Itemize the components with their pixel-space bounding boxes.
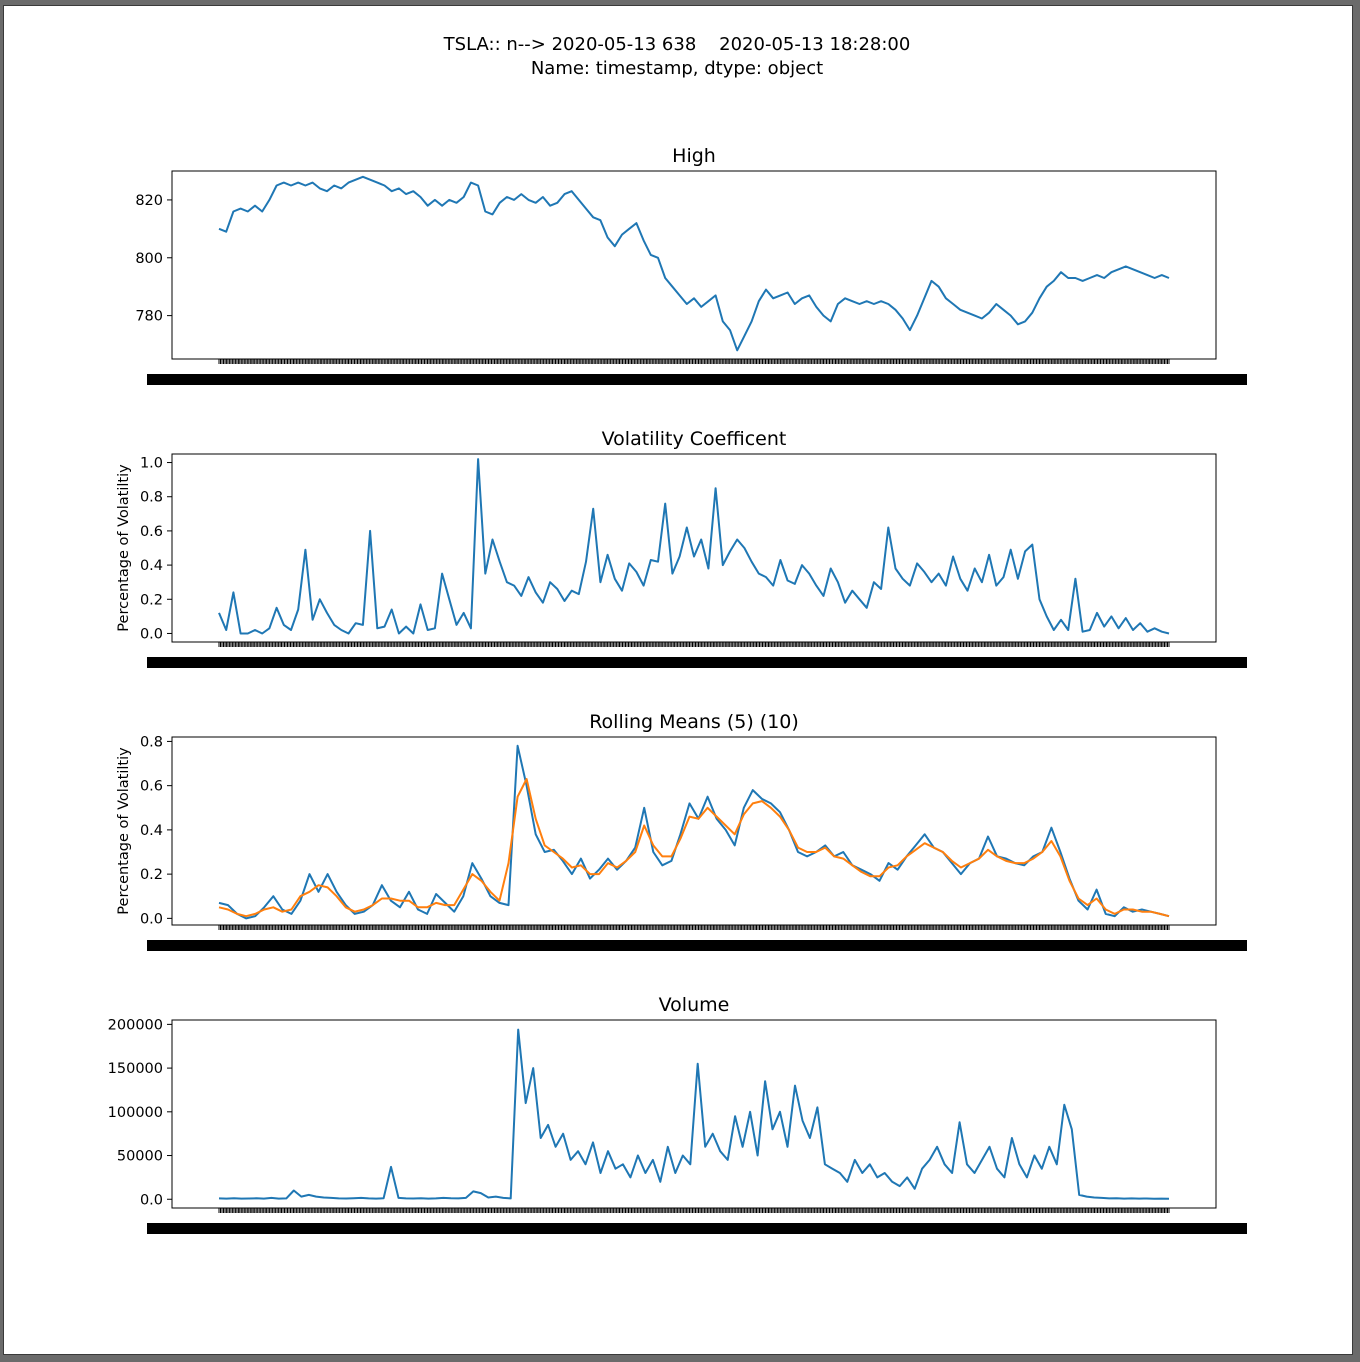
x-tick-marks	[218, 925, 1170, 930]
x-tick-labels-overlapping	[147, 657, 1247, 668]
subplot-title: Volume	[659, 994, 730, 1016]
series-line-1	[218, 175, 1170, 352]
y-tick-label: 200000	[108, 1017, 163, 1033]
subplots: High 780 800 820 Volatility Coefficent 0.0 0.2…	[108, 145, 1247, 1234]
suptitle-line1: TSLA:: n--> 2020-05-13 638 2020-05-13 18…	[443, 34, 911, 55]
series-line-1	[218, 1028, 1170, 1200]
figure-canvas: TSLA:: n--> 2020-05-13 638 2020-05-13 18…	[108, 34, 1247, 1234]
x-ticks	[147, 359, 1247, 385]
x-ticks	[147, 642, 1247, 668]
y-tick-label: 1.0	[140, 456, 163, 472]
axes-frame	[171, 453, 1217, 643]
subplot-title: Rolling Means (5) (10)	[589, 711, 799, 733]
y-tick-label: 100000	[108, 1105, 163, 1121]
y-tick-label: 820	[135, 193, 163, 209]
y-tick-label: 0.4	[140, 558, 163, 574]
x-tick-marks	[218, 1208, 1170, 1213]
y-tick-label: 0.2	[140, 867, 163, 883]
x-tick-marks	[218, 642, 1170, 647]
suptitle-line2: Name: timestamp, dtype: object	[531, 58, 823, 79]
x-ticks	[147, 925, 1247, 951]
y-tick-label: 800	[135, 251, 163, 267]
y-tick-label: 0.8	[140, 490, 163, 506]
y-tick-label: 0.0	[140, 911, 163, 927]
y-tick-label: 0.6	[140, 524, 163, 540]
figure-frame: TSLA:: n--> 2020-05-13 638 2020-05-13 18…	[3, 5, 1353, 1355]
x-tick-labels-overlapping	[147, 374, 1247, 385]
y-tick-label: 0.2	[140, 592, 163, 608]
subplot-3: Rolling Means (5) (10) 0.0 0.2 0.4 0.6 0.8 Per…	[116, 711, 1247, 951]
x-tick-labels-overlapping	[147, 1223, 1247, 1234]
series-line-1	[218, 744, 1170, 920]
series-line-2	[218, 778, 1170, 918]
subplot-title: High	[672, 145, 716, 167]
axes-frame	[171, 170, 1217, 360]
y-tick-label: 0.6	[140, 779, 163, 795]
axes-frame	[171, 1019, 1217, 1209]
x-tick-marks	[218, 359, 1170, 364]
y-tick-label: 0.8	[140, 734, 163, 750]
y-tick-label: 0.0	[140, 1192, 163, 1208]
y-axis-label: Percentage of Volatiltiy	[116, 747, 132, 915]
subplot-2: Volatility Coefficent 0.0 0.2 0.4 0.6 0.8 1.0 P…	[116, 428, 1247, 668]
y-tick-label: 150000	[108, 1061, 163, 1077]
subplot-4: Volume 0.0 50000 100000 150000 200000	[108, 994, 1247, 1234]
y-tick-label: 780	[135, 309, 163, 325]
y-tick-label: 0.4	[140, 823, 163, 839]
y-tick-label: 0.0	[140, 626, 163, 642]
y-axis-label: Percentage of Volatiltiy	[116, 464, 132, 632]
axes-frame	[171, 736, 1217, 926]
subplot-title: Volatility Coefficent	[602, 428, 787, 450]
subplot-1: High 780 800 820	[135, 145, 1247, 385]
series-line-1	[218, 458, 1170, 635]
x-tick-labels-overlapping	[147, 940, 1247, 951]
y-tick-label: 50000	[117, 1149, 163, 1165]
x-ticks	[147, 1208, 1247, 1234]
